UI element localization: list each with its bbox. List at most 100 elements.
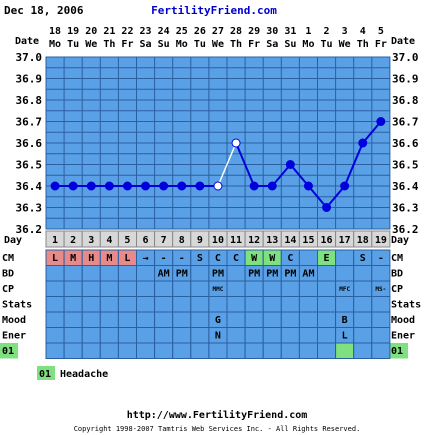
row-cell — [63, 311, 83, 328]
cell-cm-day-16: E — [324, 253, 330, 264]
row-cell — [280, 296, 300, 313]
row-cell — [45, 311, 65, 328]
date-day-7: 25 — [176, 26, 188, 37]
row-cell — [172, 327, 192, 344]
day-row-label: Day — [4, 235, 22, 246]
row-cell — [81, 296, 101, 313]
row-cell — [371, 342, 391, 359]
date-weekday-1: Tu — [67, 39, 79, 50]
cell-cm-day-7: - — [161, 253, 167, 264]
day-number-10: 10 — [212, 235, 224, 246]
date-day-5: 23 — [140, 26, 152, 37]
row-cell — [298, 296, 318, 313]
day-number-6: 6 — [143, 235, 149, 246]
cell-cm-day-18: S — [360, 253, 366, 264]
cell-cm-day-6: → — [143, 253, 149, 264]
row-label-right-cp: CP — [391, 284, 403, 295]
legend-code: 01 — [39, 369, 51, 380]
row-cell — [63, 265, 83, 282]
row-label-right-cm: CM — [391, 253, 403, 264]
date-day-1: 19 — [67, 26, 79, 37]
row-cell — [136, 327, 156, 344]
row-cell — [81, 342, 101, 359]
date-day-6: 24 — [158, 26, 170, 37]
row-cell — [317, 265, 337, 282]
row-cell — [317, 342, 337, 359]
row-cell — [136, 296, 156, 313]
date-weekday-9: We — [212, 39, 224, 50]
temp-point-day-6 — [141, 181, 151, 191]
y-tick-right: 36.7 — [392, 116, 419, 129]
date-day-10: 28 — [230, 26, 242, 37]
row-cell — [226, 311, 246, 328]
row-cell — [208, 342, 228, 359]
footer-url[interactable]: http://www.FertilityFriend.com — [127, 409, 308, 421]
row-label-bd: BD — [2, 269, 14, 280]
row-cell — [81, 265, 101, 282]
temperature-grid — [45, 56, 391, 230]
day-number-4: 4 — [106, 235, 112, 246]
code-label-bg-right — [390, 343, 408, 359]
row-cell — [371, 296, 391, 313]
cell-bd-day-14: PM — [284, 269, 296, 280]
row-cell — [99, 311, 119, 328]
date-day-8: 26 — [194, 26, 206, 37]
row-cell — [262, 311, 282, 328]
date-day-15: 2 — [324, 26, 330, 37]
row-cell — [244, 327, 264, 344]
date-day-18: 5 — [378, 26, 384, 37]
day-number-5: 5 — [124, 235, 130, 246]
row-label-mood: Mood — [2, 315, 26, 326]
day-number-14: 14 — [284, 235, 296, 246]
y-tick-left: 36.8 — [16, 94, 43, 107]
cell-bd-day-13: PM — [266, 269, 278, 280]
temp-point-day-4 — [104, 181, 114, 191]
y-tick-right: 36.8 — [392, 94, 419, 107]
row-label-right-ener: Ener — [391, 331, 415, 342]
date-weekday-5: Sa — [140, 39, 152, 50]
day-number-2: 2 — [70, 235, 76, 246]
legend-text: Headache — [60, 369, 108, 380]
cell-mood-day-10: G — [215, 315, 221, 326]
date-day-3: 21 — [103, 26, 115, 37]
row-label-right-stats: Stats — [391, 300, 421, 311]
row-cell — [226, 342, 246, 359]
y-tick-left: 36.3 — [16, 202, 43, 215]
date-day-14: 1 — [305, 26, 311, 37]
row-cell — [226, 265, 246, 282]
date-weekday-4: Fr — [121, 39, 133, 50]
y-tick-left: 37.0 — [16, 51, 43, 64]
date-weekday-0: Mo — [49, 39, 61, 50]
row-cell — [172, 342, 192, 359]
cell-cp-day-17: MFC — [339, 286, 350, 293]
cell-cm-day-12: W — [251, 253, 258, 264]
y-tick-right: 36.6 — [392, 137, 419, 150]
site-link[interactable]: FertilityFriend.com — [151, 4, 277, 17]
date-day-0: 18 — [49, 26, 61, 37]
cell-cm-day-9: S — [197, 253, 203, 264]
row-cell — [244, 296, 264, 313]
cell-cm-day-14: C — [287, 253, 293, 264]
row-label-cp: CP — [2, 284, 14, 295]
temp-segment — [361, 120, 382, 144]
row-cell — [262, 327, 282, 344]
row-cell — [371, 311, 391, 328]
day-number-12: 12 — [248, 235, 260, 246]
row-cell — [298, 342, 318, 359]
cell-cm-day-2: M — [70, 253, 76, 264]
cell-cp-day-10: MMC — [213, 286, 224, 293]
cell-cm-day-11: C — [233, 253, 239, 264]
row-cell — [99, 280, 119, 297]
temp-point-day-5 — [122, 181, 132, 191]
date-weekday-12: Sa — [266, 39, 278, 50]
row-cell — [117, 296, 138, 313]
date-day-11: 29 — [248, 26, 260, 37]
y-tick-left: 36.6 — [16, 137, 43, 150]
row-cell — [154, 280, 174, 297]
row-cell — [244, 342, 264, 359]
cell-bd-day-15: AM — [302, 269, 314, 280]
cell-bd-day-8: PM — [176, 269, 188, 280]
date-day-2: 20 — [85, 26, 97, 37]
code-label-text-right: 01 — [391, 346, 403, 357]
y-tick-right: 36.3 — [392, 202, 419, 215]
